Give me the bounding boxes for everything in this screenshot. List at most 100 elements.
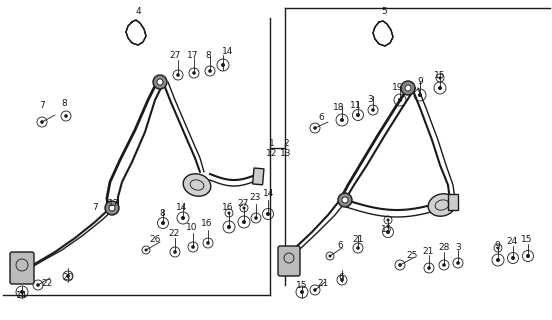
Circle shape [191, 245, 195, 249]
Text: 23: 23 [250, 194, 261, 203]
Circle shape [242, 220, 246, 224]
Text: 15: 15 [296, 281, 308, 290]
Text: 18: 18 [333, 103, 345, 113]
Circle shape [227, 225, 231, 229]
Text: 16: 16 [222, 204, 233, 212]
Circle shape [36, 283, 40, 287]
Circle shape [227, 212, 231, 214]
Circle shape [371, 108, 375, 112]
Circle shape [313, 126, 317, 130]
Text: 19: 19 [392, 84, 404, 92]
Text: 8: 8 [205, 51, 211, 60]
Polygon shape [373, 21, 393, 46]
Circle shape [526, 254, 530, 258]
Circle shape [206, 241, 210, 245]
Circle shape [401, 81, 415, 95]
Text: 8: 8 [61, 99, 67, 108]
Text: 14: 14 [222, 47, 233, 57]
Text: 15: 15 [434, 71, 446, 81]
Text: 9: 9 [417, 77, 423, 86]
Text: 4: 4 [135, 7, 141, 17]
Circle shape [511, 256, 515, 260]
Circle shape [398, 263, 402, 267]
Circle shape [405, 85, 411, 91]
Text: 5: 5 [381, 7, 387, 17]
Circle shape [221, 63, 225, 67]
Text: 10: 10 [186, 223, 198, 233]
Text: 2: 2 [283, 139, 289, 148]
Circle shape [438, 86, 442, 90]
Text: 20: 20 [62, 274, 73, 283]
Text: 24: 24 [506, 237, 518, 246]
Circle shape [145, 249, 147, 252]
Text: 6: 6 [337, 241, 343, 250]
Circle shape [356, 246, 360, 250]
Circle shape [173, 250, 177, 254]
Circle shape [192, 71, 196, 75]
Text: 9: 9 [494, 241, 500, 250]
Circle shape [356, 113, 360, 117]
Circle shape [153, 75, 167, 89]
Text: 27: 27 [237, 198, 249, 207]
Circle shape [66, 274, 70, 278]
Circle shape [20, 290, 24, 294]
Text: 6: 6 [318, 114, 324, 123]
Circle shape [64, 114, 68, 118]
Text: 22: 22 [168, 228, 179, 237]
Text: 3: 3 [455, 244, 461, 252]
Circle shape [242, 206, 246, 210]
Ellipse shape [183, 174, 211, 196]
Text: 3: 3 [367, 95, 373, 105]
Circle shape [438, 76, 442, 79]
Text: 13: 13 [280, 148, 292, 157]
Bar [448, 194, 458, 210]
Circle shape [105, 201, 119, 215]
FancyBboxPatch shape [278, 246, 300, 276]
Circle shape [442, 263, 446, 267]
Text: 14: 14 [176, 203, 188, 212]
Text: 15: 15 [381, 226, 393, 235]
Circle shape [340, 278, 344, 282]
Circle shape [109, 205, 115, 211]
Text: 17: 17 [108, 199, 120, 209]
Text: 11: 11 [351, 100, 362, 109]
Circle shape [313, 288, 317, 292]
Text: 12: 12 [266, 148, 278, 157]
Text: 21: 21 [422, 247, 434, 257]
Text: 6: 6 [338, 274, 344, 283]
Text: 16: 16 [201, 220, 213, 228]
Text: 26: 26 [149, 236, 161, 244]
Circle shape [328, 254, 332, 258]
Text: 14: 14 [263, 189, 275, 198]
Circle shape [386, 230, 390, 234]
Circle shape [208, 69, 212, 73]
Text: 7: 7 [39, 100, 45, 109]
Text: 8: 8 [159, 209, 165, 218]
Circle shape [161, 221, 165, 225]
Circle shape [181, 216, 185, 220]
Text: 21: 21 [317, 278, 328, 287]
Text: 7: 7 [92, 204, 98, 212]
Circle shape [456, 261, 460, 265]
Circle shape [496, 246, 500, 250]
Text: 15: 15 [521, 236, 533, 244]
Circle shape [300, 290, 304, 294]
Circle shape [342, 197, 348, 203]
FancyBboxPatch shape [10, 252, 34, 284]
Circle shape [427, 266, 431, 270]
Text: 14: 14 [17, 291, 28, 300]
Circle shape [157, 79, 163, 85]
Circle shape [266, 212, 270, 216]
Circle shape [418, 93, 422, 97]
Polygon shape [126, 20, 146, 45]
Circle shape [496, 258, 500, 262]
Bar [253, 168, 264, 185]
Text: 17: 17 [187, 51, 199, 60]
Text: 1: 1 [269, 139, 275, 148]
Text: 21: 21 [352, 236, 364, 244]
Ellipse shape [428, 194, 456, 216]
Text: 22: 22 [41, 278, 52, 287]
Text: 25: 25 [406, 251, 418, 260]
Circle shape [40, 120, 44, 124]
Circle shape [176, 73, 180, 77]
